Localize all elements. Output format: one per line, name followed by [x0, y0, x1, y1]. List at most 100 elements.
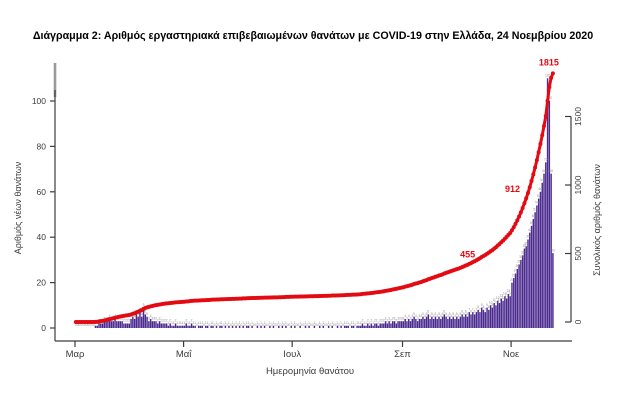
- bar-value-label: 1: [305, 321, 307, 325]
- daily-deaths-bar: [484, 312, 486, 328]
- bar-value-label: 0: [87, 323, 89, 327]
- daily-deaths-bar: [513, 278, 515, 328]
- bar-value-label: 1: [358, 321, 360, 325]
- daily-deaths-bar: [498, 303, 501, 328]
- daily-deaths-bar: [363, 325, 365, 328]
- cumulative-point: [545, 98, 550, 103]
- daily-deaths-bar: [100, 323, 102, 328]
- x-axis-tick-label: Μαΐ: [176, 349, 192, 360]
- bar-value-label: 0: [326, 323, 328, 327]
- daily-deaths-bar: [427, 314, 430, 328]
- bar-value-label: 1: [313, 321, 315, 325]
- bar-value-label: 1: [331, 321, 333, 325]
- bar-value-label: 1: [351, 321, 353, 325]
- bar-value-label: 1: [369, 321, 371, 325]
- daily-deaths-bar: [319, 325, 321, 328]
- daily-deaths-bar: [434, 316, 437, 328]
- daily-deaths-bar: [205, 325, 207, 328]
- y-axis-right-tick-label: 500: [573, 246, 583, 260]
- bar-value-label: 11: [492, 298, 496, 302]
- daily-deaths-bar: [450, 318, 453, 328]
- bar-value-label: 4: [424, 314, 426, 318]
- bar-value-label: 1: [232, 321, 234, 325]
- daily-deaths-bar: [144, 314, 147, 328]
- bar-value-label: 5: [146, 312, 148, 316]
- bar-value-label: 14: [508, 291, 512, 295]
- daily-deaths-bar: [167, 325, 170, 328]
- daily-deaths-bar: [130, 318, 132, 328]
- daily-deaths-bar: [231, 325, 234, 328]
- daily-deaths-bar: [294, 325, 296, 328]
- bar-value-label: 3: [402, 316, 404, 320]
- daily-deaths-bar: [552, 253, 554, 328]
- daily-deaths-bar: [142, 307, 145, 328]
- y-axis-right-tick-label: 0: [573, 319, 583, 324]
- bar-value-label: 6: [470, 310, 472, 314]
- daily-deaths-bar: [194, 325, 196, 328]
- daily-deaths-bar: [171, 325, 173, 328]
- daily-deaths-bar: [546, 78, 549, 328]
- cumulative-point: [533, 165, 538, 170]
- daily-deaths-bar: [400, 321, 403, 328]
- daily-deaths-bar: [432, 318, 435, 328]
- bar-value-label: 0: [306, 323, 308, 327]
- y-axis-right-tick-label: 1500: [573, 107, 583, 126]
- daily-deaths-bar: [480, 307, 483, 328]
- bar-value-label: 4: [458, 314, 460, 318]
- cumulative-point: [513, 221, 518, 226]
- bar-value-label: 0: [80, 323, 82, 327]
- daily-deaths-bar: [322, 325, 325, 328]
- daily-deaths-bar: [454, 318, 456, 328]
- bar-value-label: 0: [258, 323, 260, 327]
- daily-deaths-bar: [470, 314, 472, 328]
- y-axis-left-title: Αριθμός νέων θανάτων: [13, 161, 23, 254]
- daily-deaths-bar: [327, 325, 330, 328]
- daily-deaths-bar: [174, 323, 177, 328]
- bar-value-label: 36: [524, 241, 528, 245]
- daily-deaths-bar: [123, 323, 125, 328]
- bar-value-label: 0: [338, 323, 340, 327]
- bar-value-label: 12: [496, 296, 500, 300]
- bar-value-label: 0: [280, 323, 282, 327]
- daily-deaths-bar: [377, 325, 380, 328]
- bar-value-label: 2: [390, 319, 392, 323]
- bar-value-label: 13: [499, 294, 503, 298]
- bar-value-label: 0: [75, 323, 77, 327]
- daily-deaths-bar: [514, 273, 517, 328]
- daily-deaths-bar: [372, 325, 374, 328]
- daily-deaths-bar: [178, 325, 180, 328]
- bar-value-label: 22: [512, 273, 516, 277]
- cumulative-point: [527, 185, 532, 190]
- daily-deaths-bar: [416, 321, 419, 328]
- milestone-label-455: 455: [460, 249, 475, 259]
- daily-deaths-bar: [114, 318, 116, 328]
- daily-deaths-bar: [393, 321, 396, 328]
- bar-value-label: 0: [255, 323, 257, 327]
- bar-value-label: 1: [224, 321, 226, 325]
- daily-deaths-bar: [251, 325, 253, 328]
- bar-value-label: 2: [123, 319, 125, 323]
- bar-value-label: 8: [488, 305, 490, 309]
- daily-deaths-bar: [151, 321, 154, 328]
- bar-value-label: 1: [344, 321, 346, 325]
- daily-deaths-bar: [516, 268, 519, 328]
- bar-value-label: 0: [208, 323, 210, 327]
- daily-deaths-bar: [443, 314, 446, 328]
- bar-value-label: 3: [153, 316, 155, 320]
- daily-deaths-bar: [361, 323, 364, 328]
- bar-value-label: 1: [319, 321, 321, 325]
- bar-value-label: 7: [479, 307, 481, 311]
- daily-deaths-bar: [541, 182, 543, 328]
- y-axis-left-tick-label: 60: [37, 187, 47, 197]
- daily-deaths-bar: [137, 316, 139, 328]
- daily-deaths-bar: [345, 325, 348, 328]
- y-axis-left-tick-label: 100: [32, 96, 46, 106]
- bar-value-label: 1: [346, 321, 348, 325]
- bar-value-label: 0: [93, 323, 95, 327]
- bar-value-label: 42: [528, 228, 532, 232]
- daily-deaths-bar: [210, 325, 212, 328]
- daily-deaths-bar: [352, 325, 355, 328]
- daily-deaths-bar: [527, 239, 529, 328]
- bar-value-label: 0: [77, 323, 79, 327]
